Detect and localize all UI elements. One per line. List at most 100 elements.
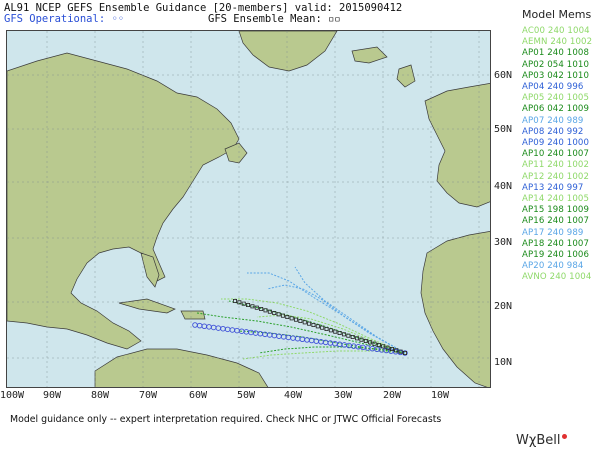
legend-member: AP01 240 1008 bbox=[522, 48, 590, 59]
legend-member: AP19 240 1006 bbox=[522, 250, 590, 260]
ensemble-mean-marker bbox=[302, 320, 307, 325]
ensemble-mean-marker bbox=[237, 300, 242, 305]
operational-track-marker bbox=[257, 330, 264, 337]
legend-member: AP17 240 989 bbox=[522, 227, 584, 238]
ensemble-mean-marker bbox=[381, 344, 386, 349]
ensemble-mean-marker bbox=[259, 306, 264, 311]
legend-title: Model Mems bbox=[522, 8, 592, 21]
gfs-operational-key: GFS Operational: ◦◦ bbox=[4, 13, 125, 25]
operational-track-marker bbox=[220, 325, 226, 332]
ensemble-mean-marker bbox=[346, 333, 351, 338]
lat-label-20n: 20N bbox=[494, 301, 513, 312]
operational-track-marker bbox=[290, 335, 296, 341]
operational-track-marker bbox=[252, 330, 259, 336]
operational-track-marker bbox=[196, 322, 203, 329]
legend-member: AP13 240 997 bbox=[522, 182, 584, 193]
lon-label-10w: 10W bbox=[431, 390, 450, 401]
chart-title: AL91 NCEP GEFS Ensemble Guidance [20-mem… bbox=[4, 2, 403, 14]
legend-member: AP02 054 1010 bbox=[522, 59, 590, 70]
ensemble-mean-marker bbox=[307, 321, 312, 326]
legend-member: AP16 240 1007 bbox=[522, 216, 590, 227]
operational-track-marker bbox=[299, 336, 306, 343]
operational-track-marker bbox=[201, 323, 208, 329]
ensemble-mean-marker bbox=[376, 342, 381, 347]
operational-track-marker bbox=[234, 327, 240, 334]
ensemble-mean-marker bbox=[328, 328, 333, 333]
operational-track-marker bbox=[248, 329, 254, 336]
lat-label-50n: 50N bbox=[494, 124, 513, 135]
ensemble-mean-marker bbox=[250, 304, 255, 309]
operational-track-marker bbox=[271, 332, 278, 339]
ensemble-mean-marker bbox=[363, 338, 368, 343]
lon-label-60w: 60W bbox=[189, 390, 208, 401]
logo-text: WχBell bbox=[516, 433, 561, 448]
legend-member: AP15 198 1009 bbox=[522, 205, 590, 216]
operational-track-marker bbox=[192, 322, 198, 328]
ensemble-mean-marker bbox=[398, 349, 403, 354]
ensemble-mean-marker bbox=[402, 350, 407, 355]
ensemble-mean-marker bbox=[385, 345, 390, 350]
ensemble-mean-marker bbox=[355, 336, 360, 341]
ensemble-mean-marker bbox=[254, 305, 259, 310]
ensemble-mean-marker bbox=[394, 348, 399, 353]
lat-label-40n: 40N bbox=[494, 181, 513, 192]
map-panel bbox=[6, 30, 491, 388]
operational-track-marker bbox=[210, 324, 217, 331]
lat-label-30n: 30N bbox=[494, 237, 513, 248]
ensemble-mean-marker bbox=[289, 316, 294, 321]
legend-member: AP06 042 1009 bbox=[522, 104, 590, 115]
lon-label-80w: 80W bbox=[91, 390, 110, 401]
ensemble-mean-marker bbox=[232, 298, 237, 303]
operational-track-marker bbox=[322, 339, 329, 346]
lon-label-20w: 20W bbox=[383, 390, 402, 401]
lon-label-50w: 50W bbox=[237, 390, 256, 401]
track-ap05 bbox=[221, 298, 406, 354]
lon-label-30w: 30W bbox=[334, 390, 353, 401]
legend-member: AP10 240 1007 bbox=[522, 149, 590, 160]
operational-track-marker bbox=[294, 335, 301, 342]
land-north-america bbox=[7, 52, 240, 350]
ensemble-mean-marker bbox=[294, 317, 299, 322]
operational-track-marker bbox=[224, 326, 231, 333]
wxbell-logo: WχBell bbox=[516, 433, 567, 448]
map-svg bbox=[7, 31, 490, 387]
ensemble-mean-marker bbox=[337, 330, 342, 335]
ensemble-mean-marker bbox=[246, 302, 251, 307]
legend-member: AC00 240 1004 bbox=[522, 26, 590, 36]
legend-member: AP07 240 989 bbox=[522, 115, 584, 126]
ensemble-mean-marker bbox=[350, 334, 355, 339]
ensemble-mean-marker bbox=[372, 341, 377, 346]
ensemble-mean-marker bbox=[280, 313, 285, 318]
legend-member: AP04 240 996 bbox=[522, 82, 584, 92]
footer-disclaimer: Model guidance only -- expert interpreta… bbox=[10, 414, 442, 425]
ensemble-mean-marker bbox=[311, 322, 316, 327]
operational-track-marker bbox=[313, 338, 320, 344]
lon-label-40w: 40W bbox=[284, 390, 303, 401]
land-south-america bbox=[94, 348, 269, 387]
logo-dot-icon bbox=[561, 433, 567, 439]
operational-track-marker bbox=[336, 341, 343, 348]
lon-label-90w: 90W bbox=[43, 390, 62, 401]
land-newfoundland bbox=[224, 142, 248, 164]
land-europe bbox=[424, 82, 490, 208]
lon-label-100w: 100W bbox=[0, 390, 25, 401]
ensemble-mean-marker bbox=[368, 340, 373, 345]
ensemble-mean-marker bbox=[272, 310, 277, 315]
ensemble-mean-key: GFS Ensemble Mean: ▫▫ bbox=[208, 13, 341, 25]
legend-member: AVNO 240 1004 bbox=[522, 272, 592, 283]
legend-member: AP09 240 1000 bbox=[522, 138, 590, 148]
legend-member: AP14 240 1005 bbox=[522, 194, 590, 204]
operational-track-marker bbox=[327, 340, 334, 346]
land-british-isles bbox=[396, 64, 416, 88]
land-africa bbox=[420, 230, 490, 387]
land-greenland bbox=[238, 31, 338, 72]
legend-member: AP12 240 1002 bbox=[522, 171, 590, 182]
ensemble-mean-marker bbox=[320, 325, 325, 330]
track-ap19 bbox=[258, 346, 406, 354]
lat-label-60n: 60N bbox=[494, 70, 513, 81]
ensemble-mean-marker bbox=[341, 332, 346, 337]
legend-member: AEMN 240 1002 bbox=[522, 37, 593, 48]
lat-label-10n: 10N bbox=[494, 357, 513, 368]
ensemble-mean-marker bbox=[263, 308, 268, 313]
ensemble-mean-marker bbox=[298, 318, 303, 323]
